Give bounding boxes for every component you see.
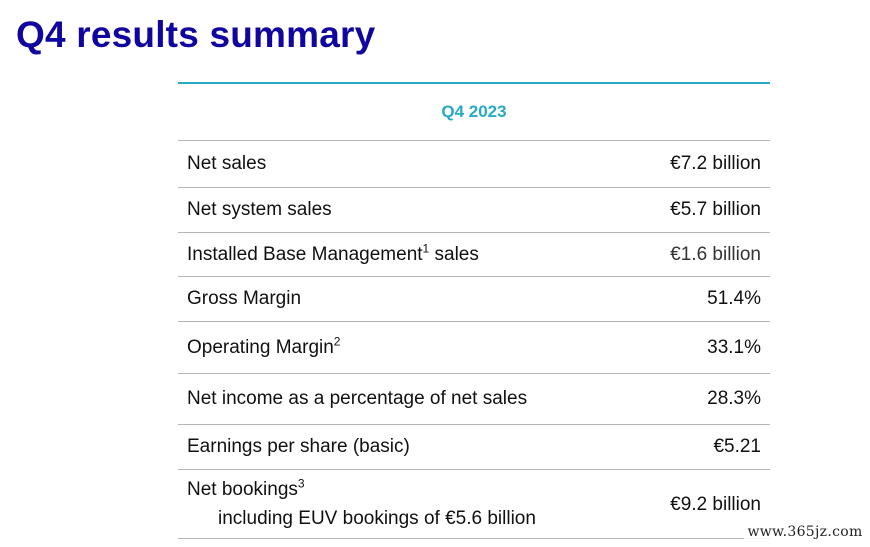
table-row: Net bookings3 including EUV bookings of … xyxy=(178,470,770,539)
row-label-main: Net bookings3 xyxy=(187,476,536,501)
row-value: €9.2 billion xyxy=(670,493,761,515)
row-value: 51.4% xyxy=(707,288,761,309)
footnote-marker: 1 xyxy=(422,241,430,256)
table-header: Q4 2023 xyxy=(178,84,770,141)
row-label: Earnings per share (basic) xyxy=(187,436,410,457)
table-row: Installed Base Management1 sales €1.6 bi… xyxy=(178,233,770,277)
table-row: Earnings per share (basic) €5.21 xyxy=(178,425,770,470)
row-label: Installed Base Management1 sales xyxy=(187,241,479,266)
row-label: Net income as a percentage of net sales xyxy=(187,388,528,409)
table-row: Net sales €7.2 billion xyxy=(178,141,770,188)
row-value: 33.1% xyxy=(707,336,761,358)
page-title: Q4 results summary xyxy=(16,14,376,55)
row-value: €7.2 billion xyxy=(670,153,761,174)
row-label: Net bookings3 including EUV bookings of … xyxy=(187,476,536,530)
table-row: Net system sales €5.7 billion xyxy=(178,188,770,233)
watermark: www.365jz.com xyxy=(744,521,866,543)
row-value: €1.6 billion xyxy=(670,243,761,265)
footnote-marker: 2 xyxy=(333,334,341,349)
row-sublabel: including EUV bookings of €5.6 billion xyxy=(218,508,536,529)
row-label-suffix: sales xyxy=(429,243,479,265)
row-value: €5.7 billion xyxy=(670,199,761,220)
footnote-marker: 3 xyxy=(297,476,305,491)
row-label-text: Operating Margin xyxy=(187,336,334,358)
results-table: Q4 2023 Net sales €7.2 billion Net syste… xyxy=(178,82,770,539)
table-row: Gross Margin 51.4% xyxy=(178,277,770,322)
row-label-text: Net bookings xyxy=(187,479,298,500)
row-label: Gross Margin xyxy=(187,288,302,309)
table-bottom-rule xyxy=(178,538,770,539)
table-row: Operating Margin2 33.1% xyxy=(178,322,770,374)
row-label-text: Installed Base Management xyxy=(187,243,423,265)
row-label: Operating Margin2 xyxy=(187,334,341,359)
period-header: Q4 2023 xyxy=(441,102,507,121)
row-label: Net system sales xyxy=(187,199,332,220)
row-label: Net sales xyxy=(187,153,267,174)
row-value: €5.21 xyxy=(713,436,761,457)
table-row: Net income as a percentage of net sales … xyxy=(178,374,770,425)
row-value: 28.3% xyxy=(707,388,761,409)
